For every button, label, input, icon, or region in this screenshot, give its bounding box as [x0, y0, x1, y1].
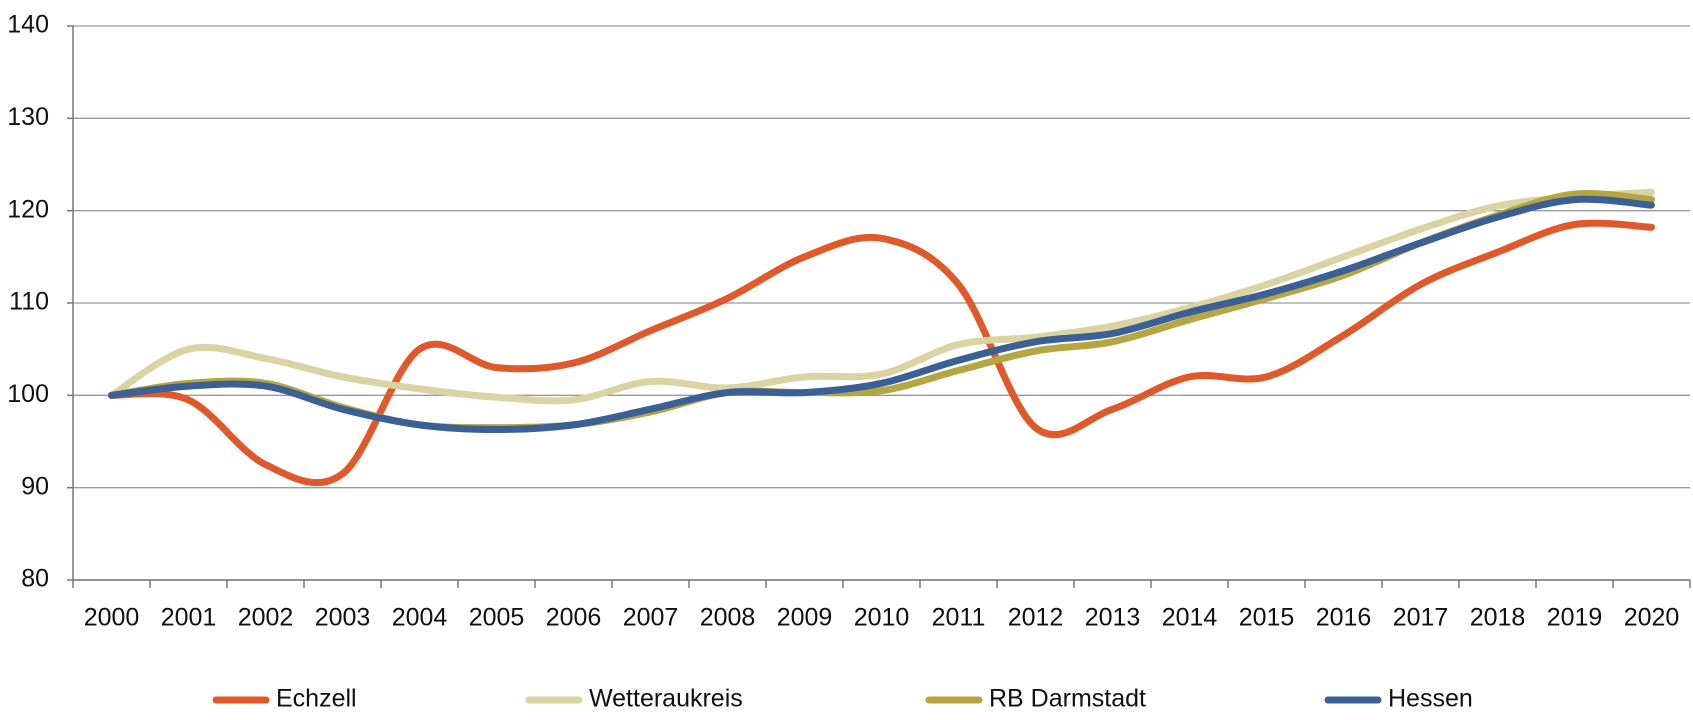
x-tick-label: 2017 — [1393, 604, 1449, 632]
x-tick-label: 2005 — [469, 604, 525, 632]
y-tick-label: 130 — [7, 103, 49, 131]
y-tick-label: 100 — [7, 380, 49, 408]
x-tick-label: 2004 — [392, 604, 448, 632]
x-tick-label: 2020 — [1624, 604, 1680, 632]
y-tick-label: 140 — [7, 11, 49, 39]
x-tick-label: 2012 — [1008, 604, 1064, 632]
legend-label: Hessen — [1388, 685, 1473, 713]
y-tick-label: 90 — [21, 472, 49, 500]
legend-label: RB Darmstadt — [989, 685, 1146, 713]
series-line — [108, 219, 1655, 487]
legend-label: Echzell — [276, 685, 357, 713]
y-tick-label: 110 — [9, 288, 49, 316]
x-tick-label: 2019 — [1547, 604, 1603, 632]
series-line — [108, 188, 1655, 405]
x-tick-label: 2000 — [84, 604, 140, 632]
x-tick-label: 2018 — [1470, 604, 1526, 632]
y-tick-label: 120 — [7, 195, 49, 223]
x-tick-label: 2009 — [777, 604, 833, 632]
legend-label: Wetteraukreis — [589, 685, 743, 713]
x-tick-label: 2001 — [161, 604, 217, 632]
x-tick-label: 2015 — [1239, 604, 1295, 632]
x-tick-label: 2010 — [854, 604, 910, 632]
series-line — [108, 195, 1655, 433]
x-tick-label: 2008 — [700, 604, 756, 632]
y-tick-label: 80 — [21, 565, 49, 593]
x-tick-label: 2014 — [1162, 604, 1218, 632]
x-tick-label: 2011 — [932, 604, 986, 632]
x-tick-label: 2002 — [238, 604, 294, 632]
x-tick-label: 2016 — [1316, 604, 1372, 632]
x-tick-label: 2003 — [315, 604, 371, 632]
x-tick-label: 2006 — [546, 604, 602, 632]
x-tick-label: 2007 — [623, 604, 679, 632]
x-tick-label: 2013 — [1085, 604, 1141, 632]
